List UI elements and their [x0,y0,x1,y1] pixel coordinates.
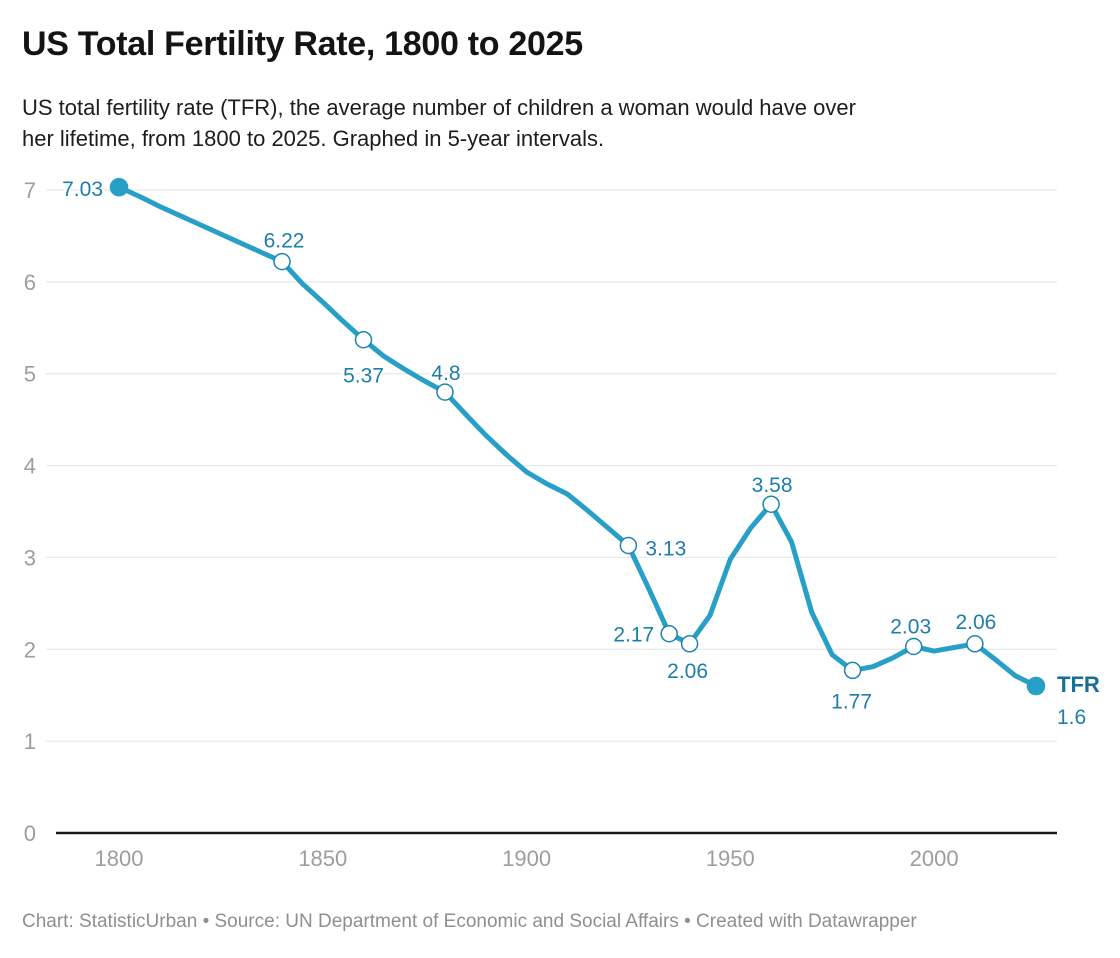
data-point-label: 4.8 [431,362,460,385]
data-point-marker-open [680,635,699,653]
data-point-marker-open [660,624,678,643]
data-point-marker-open [619,536,638,555]
data-point-marker-open [762,495,780,513]
data-point-marker-open [966,635,984,653]
y-tick-label: 6 [24,270,36,295]
x-tick-label: 1850 [298,846,347,871]
data-point-label: 2.03 [890,616,931,639]
y-tick-label: 5 [24,362,36,387]
series-end-label-value: 1.6 [1057,706,1086,729]
x-tick-label: 1900 [502,846,551,871]
data-point-marker-open [273,252,291,271]
series-end-label-name: TFR [1057,672,1100,697]
y-tick-label: 1 [24,729,36,754]
data-point-label: 1.77 [831,690,872,713]
data-point-label: 7.03 [62,178,103,201]
data-point-label: 6.22 [264,230,305,253]
y-tick-label: 7 [24,178,36,203]
data-point-label: 3.13 [645,538,686,561]
chart-footer: Chart: StatisticUrban • Source: UN Depar… [22,911,917,932]
x-tick-label: 1800 [95,846,144,871]
subtitle-line-1: US total fertility rate (TFR), the avera… [22,95,856,120]
y-tick-label: 4 [24,454,36,479]
data-point-marker-filled [109,177,129,197]
y-tick-label: 0 [24,821,36,846]
chart-subtitle: US total fertility rate (TFR), the avera… [22,92,1107,154]
y-gridlines [46,189,1057,835]
data-point-marker-open [904,637,923,656]
x-tick-label: 2000 [910,846,959,871]
data-point-label: 2.17 [613,624,654,647]
data-point-label: 2.06 [955,611,996,634]
data-point-marker-open [354,330,373,349]
y-tick-label: 2 [24,637,36,662]
data-point-label: 5.37 [343,365,384,388]
data-point-marker-open [843,661,862,680]
chart-title: US Total Fertility Rate, 1800 to 2025 [22,25,583,63]
data-point-marker-open [436,383,454,401]
data-point-label: 3.58 [752,474,793,497]
subtitle-line-2: her lifetime, from 1800 to 2025. Graphed… [22,126,605,151]
y-axis-labels: 0 1 2 3 4 5 6 7 [24,178,36,846]
tfr-line [116,184,1039,689]
data-point-markers [109,177,1046,696]
y-tick-label: 3 [24,545,36,570]
data-point-label: 2.06 [667,660,708,683]
data-point-labels: 7.03 6.22 5.37 4.8 3.13 2.17 2.06 3.58 1.77 2.03 2… [60,176,998,715]
data-point-marker-filled [1026,676,1046,696]
x-tick-label: 1950 [706,846,755,871]
x-axis-labels: 1800 1850 1900 1950 2000 [95,846,959,871]
